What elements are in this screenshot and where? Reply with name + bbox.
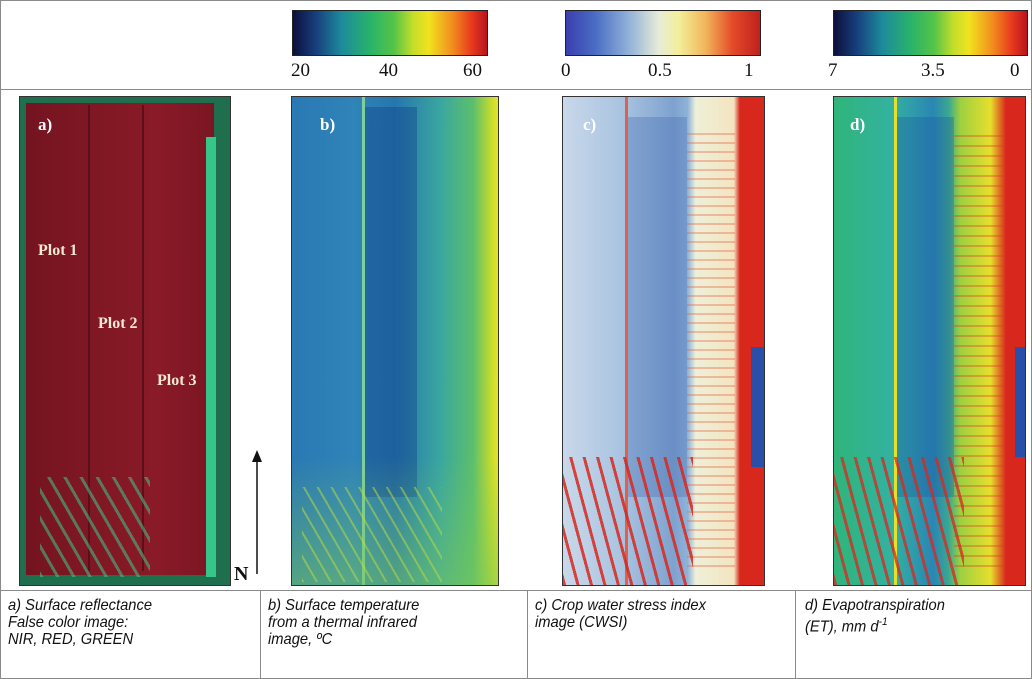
panel-b-label: b)	[320, 115, 336, 134]
plot-boundary-2	[142, 105, 144, 571]
panel-d-et-image: d)	[833, 96, 1026, 586]
ditch-line	[362, 97, 365, 585]
temperature-tick-min: 20	[291, 60, 310, 81]
caption-b-line-1: b) Surface temperature	[268, 597, 420, 614]
panel-a-label: a)	[38, 115, 53, 134]
stress-speckle	[687, 127, 735, 567]
panel-c-cwsi-image: c)	[562, 96, 765, 586]
temperature-colorbar	[292, 10, 488, 56]
caption-a: a) Surface reflectance False color image…	[8, 597, 152, 648]
red-streaks	[563, 457, 693, 585]
temperature-tick-mid: 40	[379, 60, 398, 81]
caption-d: d) Evapotranspiration (ET), mm d-1	[805, 597, 945, 635]
caption-c-line-2: image (CWSI)	[535, 614, 628, 631]
cwsi-colorbar	[565, 10, 761, 56]
caption-d-line-2: (ET), mm d-1	[805, 614, 945, 635]
header-divider	[0, 89, 1032, 90]
caption-b: b) Surface temperature from a thermal in…	[268, 597, 419, 648]
caption-d-unit-text: (ET), mm d	[805, 618, 879, 636]
plot-2-label: Plot 2	[98, 315, 138, 332]
cwsi-tick-max: 1	[744, 60, 754, 81]
blue-edge	[1015, 347, 1025, 457]
cwsi-tick-min: 0	[561, 60, 571, 81]
panel-c-label: c)	[583, 115, 597, 134]
caption-d-unit-exponent: -1	[878, 616, 888, 628]
caption-c: c) Crop water stress index image (CWSI)	[535, 597, 706, 631]
caption-b-line-2: from a thermal infrared	[268, 614, 417, 631]
temperature-tick-max: 60	[463, 60, 482, 81]
caption-d-line-1: d) Evapotranspiration	[805, 597, 945, 614]
caption-c-line-1: c) Crop water stress index	[535, 597, 706, 614]
panel-a-false-color-image: a) Plot 1 Plot 2 Plot 3	[19, 96, 231, 586]
plot-boundary-1	[88, 105, 90, 571]
panel-d-label: d)	[850, 115, 866, 134]
plot-3-label: Plot 3	[157, 372, 197, 389]
et-tick-mid: 3.5	[921, 60, 945, 81]
caption-a-line-2: False color image:	[8, 614, 129, 631]
green-streaks	[40, 477, 150, 577]
high-et-zone	[894, 117, 954, 497]
panel-b-thermal-image: b)	[291, 96, 499, 586]
caption-separator-2	[527, 590, 528, 679]
ditch-line	[625, 97, 628, 585]
north-arrow-icon	[252, 450, 262, 574]
et-colorbar	[833, 10, 1028, 56]
green-border-strip	[206, 137, 216, 577]
blue-edge	[751, 347, 764, 467]
low-stress-zone	[625, 117, 687, 497]
streaks	[302, 487, 442, 582]
caption-a-line-1: a) Surface reflectance	[8, 597, 153, 614]
caption-divider	[0, 590, 1032, 591]
plot-1-label: Plot 1	[38, 242, 78, 259]
cwsi-tick-mid: 0.5	[648, 60, 672, 81]
cool-plot-zone	[362, 107, 417, 497]
caption-b-line-3: image, ºC	[268, 631, 333, 648]
ditch-line	[894, 97, 897, 585]
et-tick-max: 0	[1010, 60, 1020, 81]
caption-separator-3	[795, 590, 796, 679]
north-label: N	[234, 563, 249, 585]
et-tick-min: 7	[828, 60, 838, 81]
lower-streaks	[834, 457, 964, 585]
caption-separator-1	[260, 590, 261, 679]
caption-a-line-3: NIR, RED, GREEN	[8, 631, 134, 648]
